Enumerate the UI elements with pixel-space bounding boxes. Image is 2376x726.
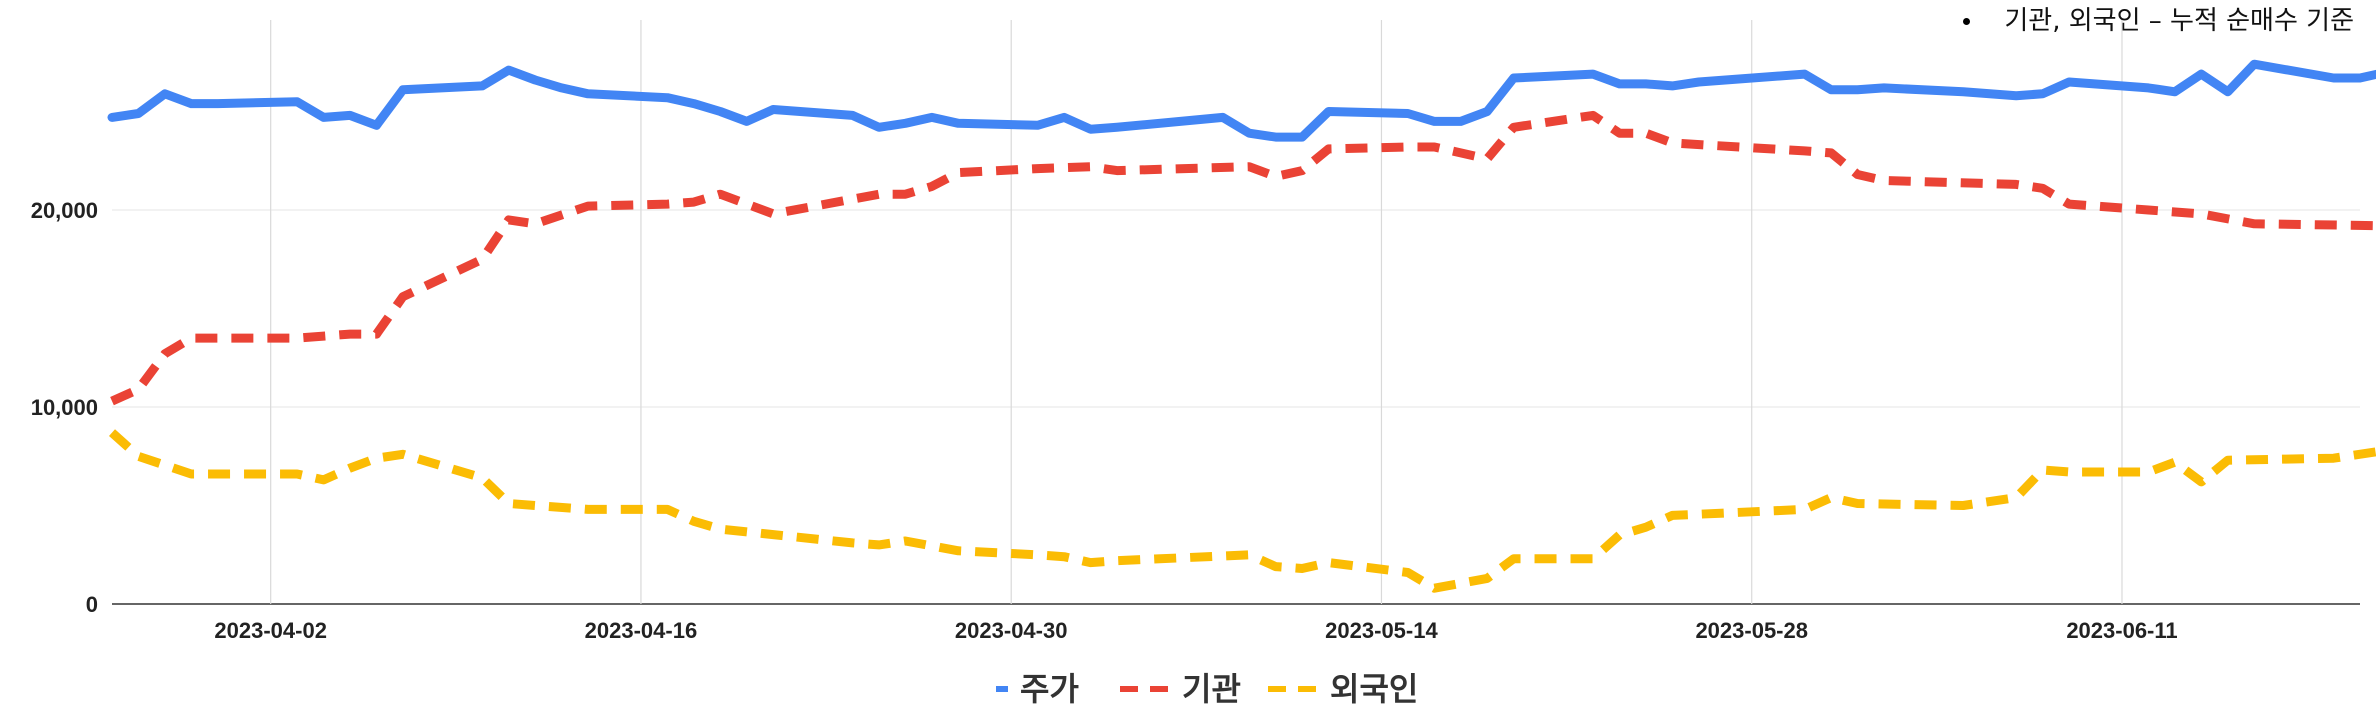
legend-label: 외국인 xyxy=(1330,670,1418,708)
x-tick-label: 2023-06-11 xyxy=(2066,618,2177,643)
x-tick-label: 2023-05-14 xyxy=(1325,618,1438,643)
y-tick-label: 10,000 xyxy=(31,395,98,420)
legend: 주가 기관 외국인 xyxy=(996,670,1418,708)
grid-lines xyxy=(112,20,2360,605)
y-tick-label: 20,000 xyxy=(31,198,98,223)
legend-label: 주가 xyxy=(1020,670,1079,708)
chart-footnote: 기관, 외국인 – 누적 순매수 기준 xyxy=(1963,0,2354,37)
series-line-주가 xyxy=(107,59,2376,142)
series-line-외국인 xyxy=(108,429,2376,593)
x-tick-label: 2023-05-28 xyxy=(1695,618,1808,643)
legend-label: 기관 xyxy=(1182,670,1241,708)
x-tick-label: 2023-04-16 xyxy=(585,618,698,643)
x-tick-label: 2023-04-02 xyxy=(214,618,327,643)
y-axis-ticks: 0 10,000 20,000 xyxy=(31,198,98,617)
series-line-기관 xyxy=(110,110,2376,406)
series-lines xyxy=(107,59,2376,593)
y-tick-label: 0 xyxy=(86,592,98,617)
footnote-text: 기관, 외국인 – 누적 순매수 기준 xyxy=(2004,6,2354,36)
bullet-icon xyxy=(1963,18,1971,25)
x-tick-label: 2023-04-30 xyxy=(955,618,1068,643)
x-axis-ticks: 2023-04-02 2023-04-16 2023-04-30 2023-05-14… xyxy=(214,618,2177,643)
